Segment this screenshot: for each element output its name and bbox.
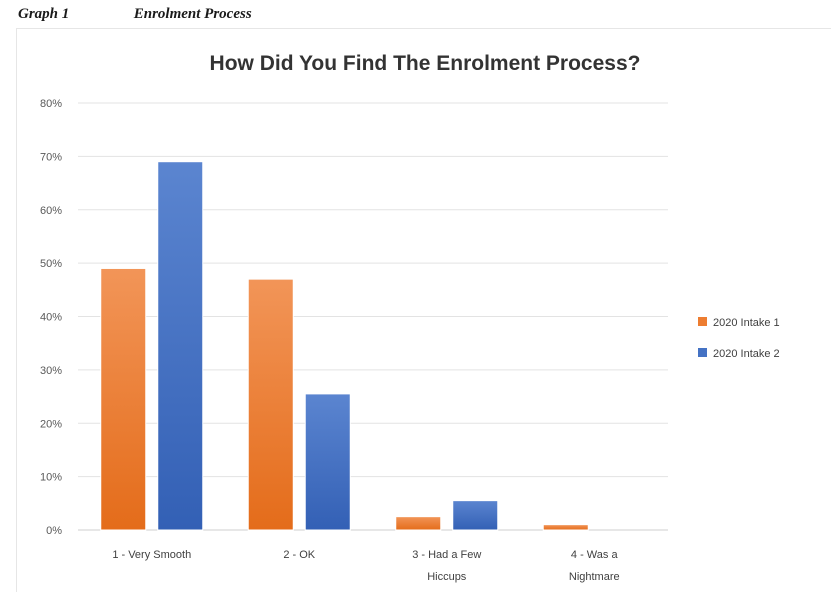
bar — [157, 161, 204, 531]
chart-title: How Did You Find The Enrolment Process? — [210, 52, 641, 75]
y-tick-label: 20% — [40, 418, 62, 430]
bar — [247, 278, 294, 531]
bar — [100, 267, 147, 531]
bar — [452, 500, 499, 531]
y-tick-label: 80% — [40, 98, 62, 110]
x-tick-label: 4 - Was a Nightmare — [569, 549, 620, 583]
x-tick-label: 3 - Had a Few Hiccups — [412, 549, 481, 583]
legend-label: 2020 Intake 2 — [713, 348, 780, 360]
legend-swatch — [698, 348, 707, 357]
x-tick-label: 1 - Very Smooth — [112, 549, 191, 561]
y-tick-label: 30% — [40, 365, 62, 377]
x-axis-labels: 1 - Very Smooth 2 - OK 3 - Had a Few Hiccup… — [112, 549, 619, 583]
bar — [395, 516, 442, 531]
chart-frame — [16, 28, 831, 592]
y-tick-label: 40% — [40, 312, 62, 324]
y-tick-label: 70% — [40, 151, 62, 163]
legend-swatch — [698, 317, 707, 326]
caption-title: Enrolment Process — [133, 6, 252, 22]
figure-caption: Graph 1 Enrolment Process — [18, 6, 252, 23]
y-tick-label: 10% — [40, 472, 62, 484]
y-tick-label: 60% — [40, 205, 62, 217]
caption-number: Graph 1 — [18, 6, 70, 22]
bar — [542, 524, 589, 531]
y-tick-label: 0% — [46, 525, 62, 537]
y-tick-label: 50% — [40, 258, 62, 270]
legend-label: 2020 Intake 1 — [713, 317, 780, 329]
bar — [304, 393, 351, 531]
bars — [100, 161, 589, 531]
x-tick-label: 2 - OK — [283, 549, 315, 561]
y-axis-ticks: 0% 10% 20% 30% 40% 50% 60% 70% 80% — [40, 98, 62, 537]
legend: 2020 Intake 1 2020 Intake 2 — [698, 317, 780, 360]
